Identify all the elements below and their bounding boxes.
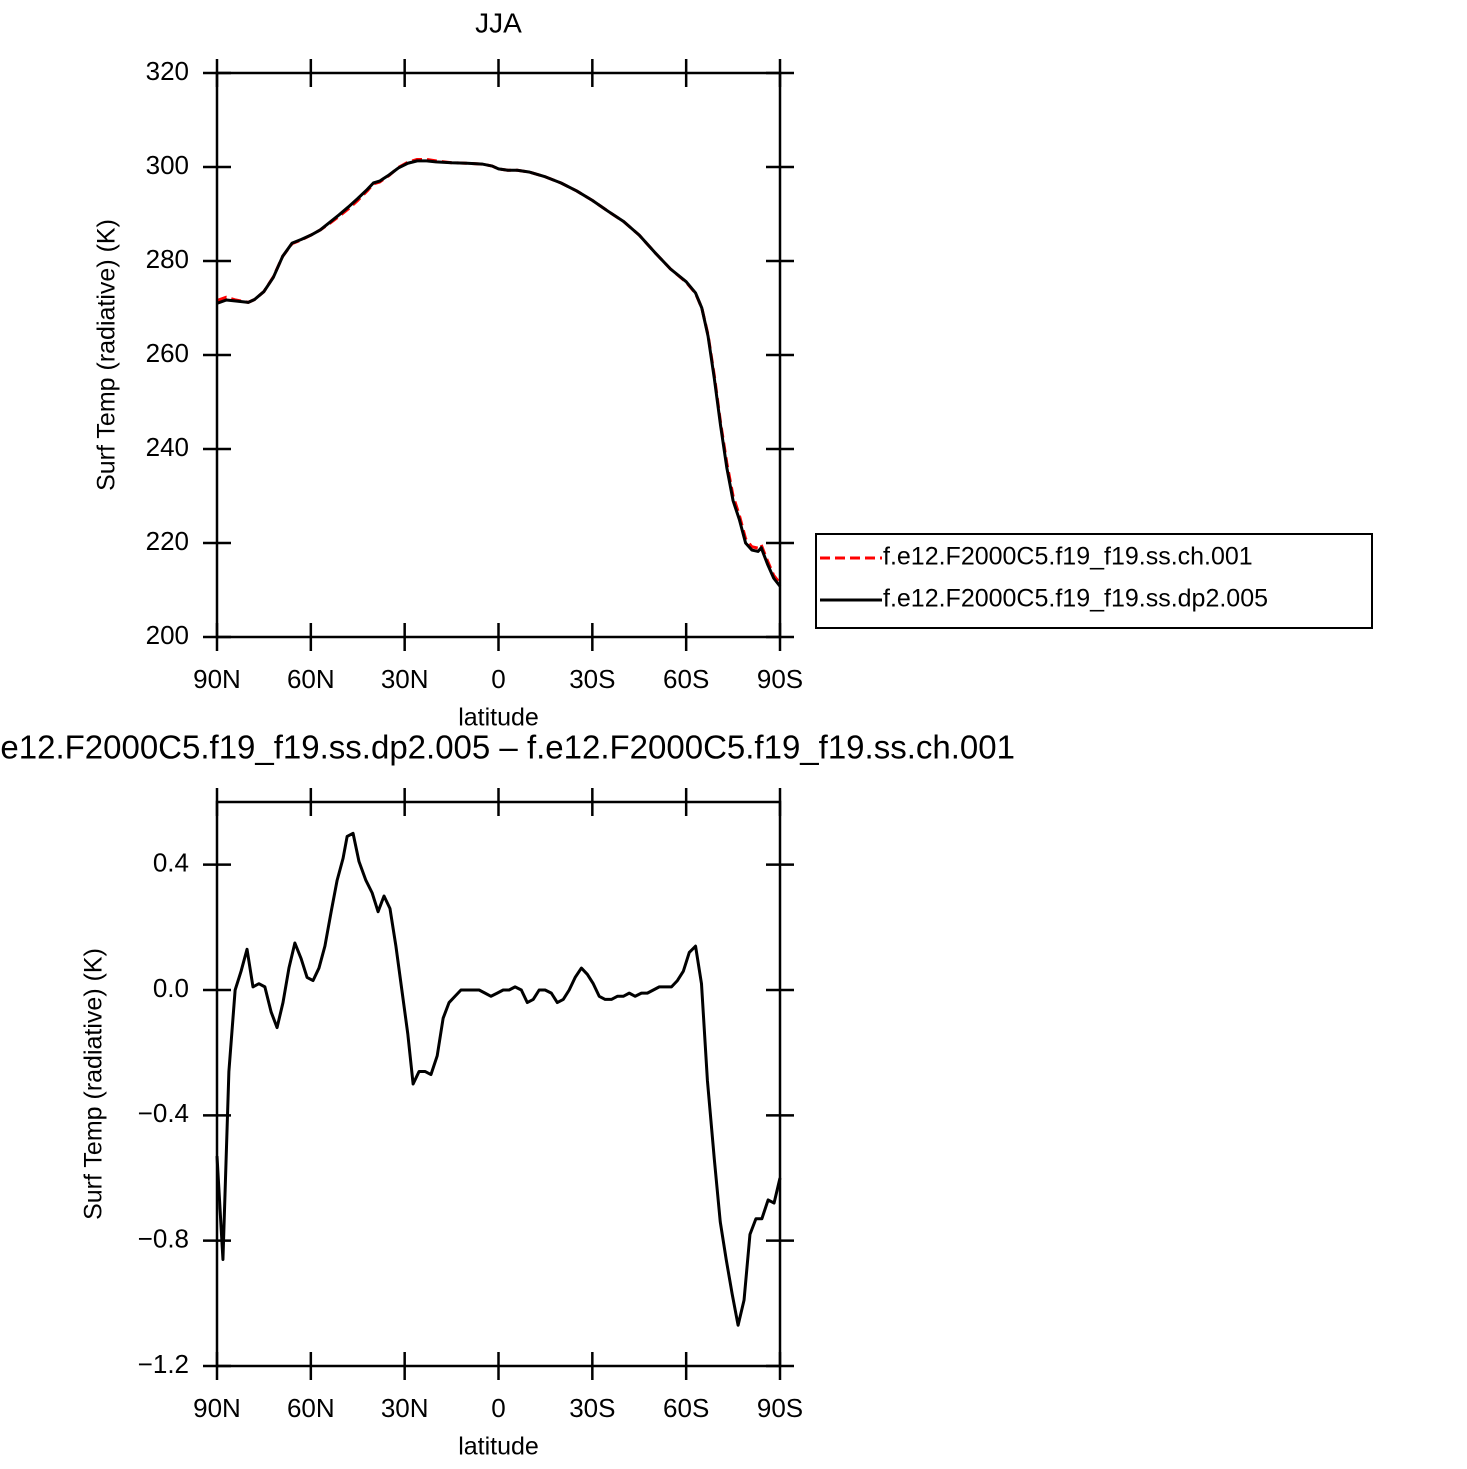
y-tick-label: 260 [146,338,189,368]
legend-label: f.e12.F2000C5.f19_f19.ss.dp2.005 [883,585,1268,613]
x-tick-label: 90S [757,664,803,694]
plot-frame [215,800,782,1368]
x-tick-label: 30N [381,1393,429,1423]
y-tick-label: −1.2 [138,1349,189,1379]
y-tick-label: 280 [146,244,189,274]
y-tick-label: 320 [146,56,189,86]
x-tick-label: 90S [757,1393,803,1423]
legend-box [815,533,1373,629]
x-tick-label: 30S [569,664,615,694]
data-line [216,157,782,585]
plot-frame [215,71,782,639]
y-tick-label: 200 [146,620,189,650]
y-tick-label: 240 [146,432,189,462]
x-axis-label: latitude [458,1433,539,1461]
data-line [215,831,782,1327]
x-tick-label: 0 [491,664,505,694]
x-axis-label: latitude [458,704,539,732]
y-axis-label: Surf Temp (radiative) (K) [93,219,121,491]
x-tick-label: 60S [663,664,709,694]
y-tick-label: 0.0 [153,973,189,1003]
y-tick-label: 220 [146,526,189,556]
y-tick-label: 0.4 [153,848,189,878]
x-tick-label: 90N [193,664,241,694]
x-tick-label: 30S [569,1393,615,1423]
x-tick-label: 60N [287,1393,335,1423]
chart-title: JJA [475,7,522,38]
y-tick-label: 300 [146,150,189,180]
x-tick-label: 60N [287,664,335,694]
legend-label: f.e12.F2000C5.f19_f19.ss.ch.001 [883,543,1253,571]
y-tick-label: −0.8 [138,1224,189,1254]
y-tick-label: −0.4 [138,1098,189,1128]
chart-title: f.e12.F2000C5.f19_f19.ss.dp2.005 – f.e12… [0,729,1015,766]
data-line [216,159,782,588]
y-axis-label: Surf Temp (radiative) (K) [80,948,108,1220]
x-tick-label: 30N [381,664,429,694]
x-tick-label: 0 [491,1393,505,1423]
x-tick-label: 90N [193,1393,241,1423]
x-tick-label: 60S [663,1393,709,1423]
